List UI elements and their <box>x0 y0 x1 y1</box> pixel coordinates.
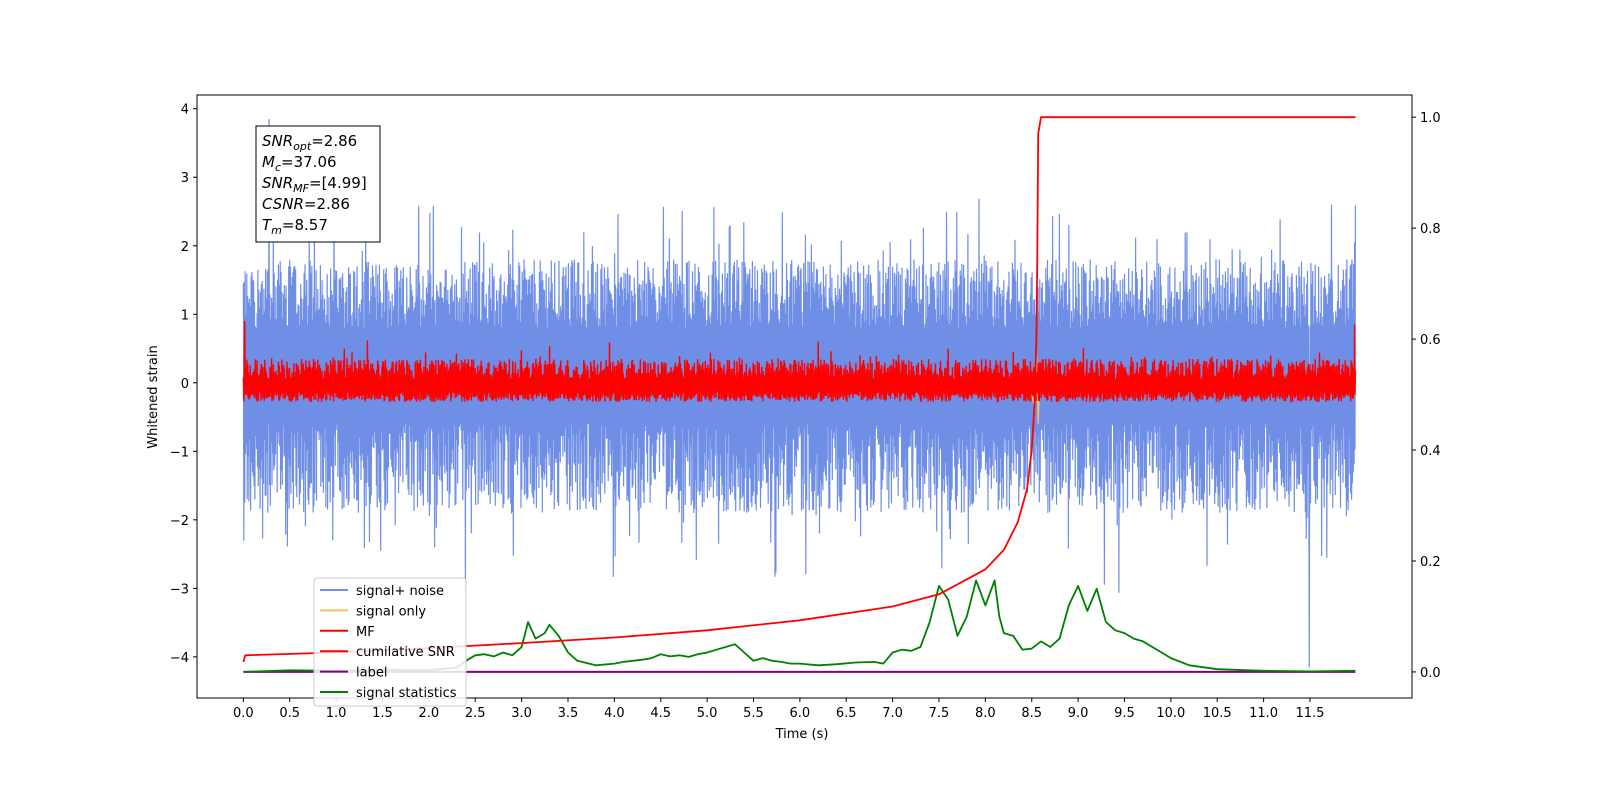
x-tick-label: 8.5 <box>1021 706 1042 721</box>
annotation-box: SNRopt=2.86Mc=37.06SNRMF=[4.99]CSNR=2.86… <box>255 125 381 243</box>
y-axis-right: 0.0 0.2 0.4 0.6 0.8 1.0 <box>1412 111 1441 681</box>
x-tick-label: 0.0 <box>233 706 254 721</box>
legend: signal+ noise signal only MF cumilative SNR… <box>313 577 467 707</box>
annotation-value: =2.86 <box>311 132 357 150</box>
annotation-symbol: SNR <box>262 132 293 150</box>
legend-entry-label: signal+ noise <box>356 584 444 599</box>
annotation-value: =[4.99] <box>309 174 367 192</box>
axes-frame <box>196 94 1413 699</box>
x-tick-label: 11.0 <box>1249 706 1278 721</box>
annotation-line: Tm=8.57 <box>262 216 328 237</box>
y2-tick-label: 0.6 <box>1420 333 1441 348</box>
legend-frame <box>313 577 467 707</box>
annotation-subscript: MF <box>293 182 309 195</box>
annotation-symbol: CSNR <box>262 195 304 213</box>
y-tick-label: −3 <box>170 582 189 597</box>
y2-tick-label: 1.0 <box>1420 111 1441 126</box>
annotation-subscript: c <box>275 161 281 174</box>
y-tick-label: 0 <box>181 377 189 392</box>
y-tick-label: 4 <box>181 103 189 118</box>
annotation-value: =8.57 <box>282 216 328 234</box>
legend-entry-label: signal statistics <box>356 686 457 701</box>
y2-tick-label: 0.0 <box>1420 666 1441 681</box>
x-tick-label: 5.5 <box>743 706 764 721</box>
legend-entry-label: cumilative SNR <box>356 645 455 660</box>
x-tick-label: 2.0 <box>419 706 440 721</box>
x-tick-label: 9.5 <box>1114 706 1135 721</box>
x-tick-label: 6.0 <box>790 706 811 721</box>
x-tick-label: 6.5 <box>836 706 857 721</box>
legend-entry-label: MF <box>356 625 375 640</box>
legend-entry-label: signal only <box>356 604 426 619</box>
x-axis-label: Time (s) <box>775 727 829 742</box>
annotation-subscript: opt <box>293 140 312 153</box>
y-axis-left: 4 3 2 1 0 −1 −2 −3 −4 <box>170 103 197 666</box>
annotation-line: SNRopt=2.86 <box>262 132 357 153</box>
x-tick-label: 10.0 <box>1156 706 1185 721</box>
x-tick-label: 5.0 <box>697 706 718 721</box>
y-tick-label: 1 <box>181 308 189 323</box>
y-tick-label: 3 <box>181 171 189 186</box>
series-mf-line <box>242 321 1357 403</box>
series-signal-statistics-line <box>243 579 1356 673</box>
annotation-line: SNRMF=[4.99] <box>262 174 367 195</box>
annotation-line: Mc=37.06 <box>262 153 337 174</box>
annotation-line: CSNR=2.86 <box>262 195 350 213</box>
x-tick-label: 3.5 <box>558 706 579 721</box>
y-tick-label: −1 <box>170 445 189 460</box>
x-tick-label: 0.5 <box>279 706 300 721</box>
annotation-frame <box>255 125 381 243</box>
x-tick-label: 3.0 <box>511 706 532 721</box>
y-axis-label: Whitened strain <box>146 345 161 448</box>
x-tick-label: 11.5 <box>1296 706 1325 721</box>
y-tick-label: −4 <box>170 651 189 666</box>
annotation-symbol: T <box>262 216 273 234</box>
x-tick-label: 9.0 <box>1068 706 1089 721</box>
annotation-symbol: M <box>262 153 275 171</box>
annotation-symbol: SNR <box>262 174 293 192</box>
x-tick-label: 2.5 <box>465 706 486 721</box>
x-tick-label: 7.0 <box>882 706 903 721</box>
legend-entry-label: label <box>356 666 387 681</box>
y-tick-label: −2 <box>170 514 189 529</box>
x-tick-label: 1.0 <box>326 706 347 721</box>
x-tick-label: 8.0 <box>975 706 996 721</box>
annotation-value: =2.86 <box>304 195 350 213</box>
annotation-value: =37.06 <box>281 153 337 171</box>
x-tick-label: 10.5 <box>1203 706 1232 721</box>
y2-tick-label: 0.2 <box>1420 555 1441 570</box>
x-tick-label: 4.5 <box>650 706 671 721</box>
x-tick-label: 1.5 <box>372 706 393 721</box>
annotation-subscript: m <box>271 224 282 237</box>
x-tick-label: 7.5 <box>929 706 950 721</box>
y2-tick-label: 0.4 <box>1420 444 1441 459</box>
y-tick-label: 2 <box>181 240 189 255</box>
x-tick-label: 4.0 <box>604 706 625 721</box>
y2-tick-label: 0.8 <box>1420 222 1441 237</box>
x-axis: 0.0 0.5 1.0 1.5 2.0 2.5 3.0 3.5 4.0 4.5 5.0 5.5 6.0 6… <box>233 698 1324 721</box>
